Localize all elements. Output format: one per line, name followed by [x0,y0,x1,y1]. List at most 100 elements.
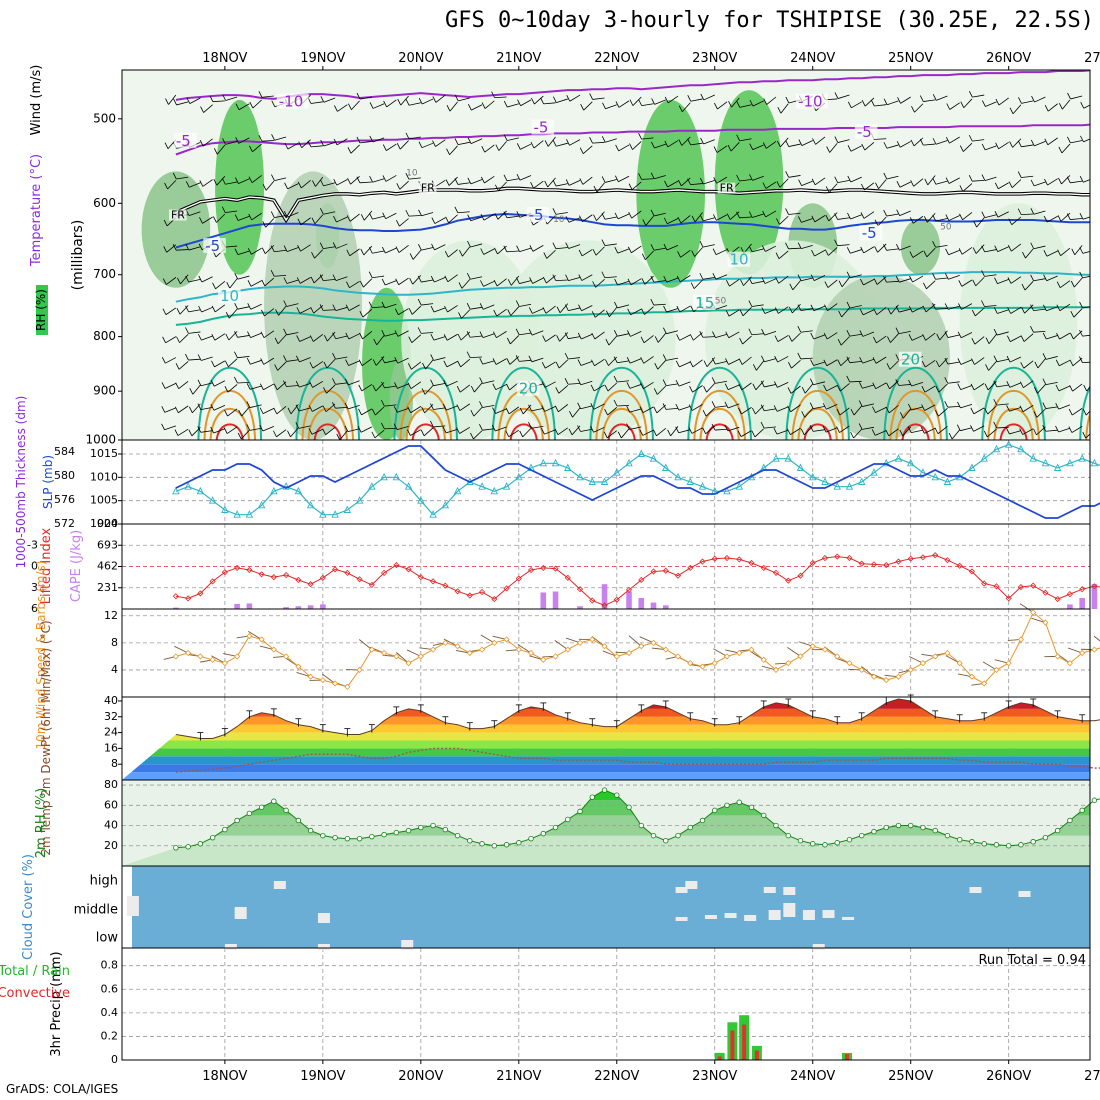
wind-barb-feather [1056,304,1061,311]
wind-barb [935,308,948,310]
wind-barb [263,330,275,338]
lifted-index-marker [932,552,939,559]
wind-barb [335,306,348,312]
wind-barb-feather [1030,139,1035,147]
wind-barb-feather [688,427,693,434]
wind-barb-feather [296,277,301,284]
wind-barb [886,248,899,251]
lifted-index-marker [613,596,620,603]
wind-barb [653,303,666,306]
wind-barb-feather [959,213,963,221]
wind-barb-feather [164,142,169,149]
wind-speed-marker [405,660,412,667]
wind-barb [900,141,911,148]
wind-barb [470,306,483,310]
wind-barb [976,217,985,228]
wind-barb [251,212,262,221]
wind-barb-feather [1080,135,1084,143]
wind-barb [188,246,201,251]
thickness-tick-label: 572 [54,517,75,530]
wind-barb [678,381,691,387]
wind-speed-marker [736,649,743,657]
wind-barb [713,648,728,657]
wind-speed-marker [601,643,608,650]
wind-barb-feather [859,382,863,389]
wind-barb-feather [198,243,203,250]
wind-barb [702,276,715,280]
lifted-index-marker [454,588,461,595]
wind-barb [1083,138,1090,143]
wind-barb-feather [446,104,451,112]
wind-barb-feather [1043,304,1047,311]
wind-barb-feather [968,175,973,182]
contour-label: -10 [798,93,823,111]
lifted-index-marker [576,586,584,593]
wind-barb-feather [1079,213,1084,220]
wind-barb-feather [422,362,426,370]
lifted-index-marker [1030,582,1037,589]
wind-barb-feather [945,214,950,221]
wind-barb [703,217,715,222]
wind-barb-feather [922,305,927,313]
slp-marker [368,482,376,490]
wind-barb [434,217,446,224]
wind-barb-feather [1079,176,1084,183]
wind-barb [962,183,973,192]
wind-barb-feather [1006,355,1011,363]
wind-barb-feather [676,305,681,313]
wind-barb-feather [481,145,486,153]
wind-barb-feather [406,429,411,436]
cape-bar [307,605,314,609]
wind-barb [1073,308,1083,318]
wind-barb [1058,427,1071,433]
wind-barb-feather [654,336,659,343]
wind-barb [890,304,899,315]
wind-barb-feather [495,144,500,151]
wind-barb [326,384,336,394]
wind-barb-feather [381,301,386,309]
wind-barb-feather [446,148,450,155]
wind-barb-feather [650,244,655,251]
wind-barb [608,335,618,346]
cape-bar [552,591,559,609]
wind-barb-feather [333,178,338,186]
wind-barb [593,384,605,392]
lifted-index-marker [368,581,375,588]
wind-barb-feather [691,250,695,257]
wind-barb-feather [348,103,352,110]
wind-barb [384,303,397,309]
wind-speed-marker [295,663,302,670]
wind-barb-feather [678,139,683,146]
wind-barb-feather [371,408,376,416]
wind-barb-feather [297,245,301,252]
wind-barb-feather [985,364,989,371]
wind-barb-feather [650,172,655,179]
wind-barb-feather [443,360,448,368]
wind-barb [286,247,299,252]
wind-barb [1033,308,1046,312]
wind-barb [372,306,385,309]
wind-barb [214,360,226,368]
cloud-block [783,887,796,895]
wind-barb [862,358,875,364]
wind-barb [937,426,948,435]
rh-marker [258,804,265,811]
wind-speed-marker [699,663,706,670]
wind-barb [702,336,715,338]
wind-barb-feather [298,141,303,148]
wind-barb-feather [605,359,609,366]
wind-barb [250,303,262,310]
contour-label: -5 [857,123,872,141]
wind-speed-marker [687,660,694,667]
temp-tick-label: 8 [111,757,118,770]
wind-barb-feather [568,428,573,435]
wind-barb-feather [516,245,520,252]
wind-barb [1082,306,1090,309]
wind-barb [397,383,409,389]
wind-barb-feather [1022,251,1026,259]
wind-barb [924,427,936,434]
wind-barb [460,358,471,368]
wind-barb-feather [823,332,828,340]
wind-barb-feather [874,219,879,226]
wind-barb-feather [761,328,765,336]
